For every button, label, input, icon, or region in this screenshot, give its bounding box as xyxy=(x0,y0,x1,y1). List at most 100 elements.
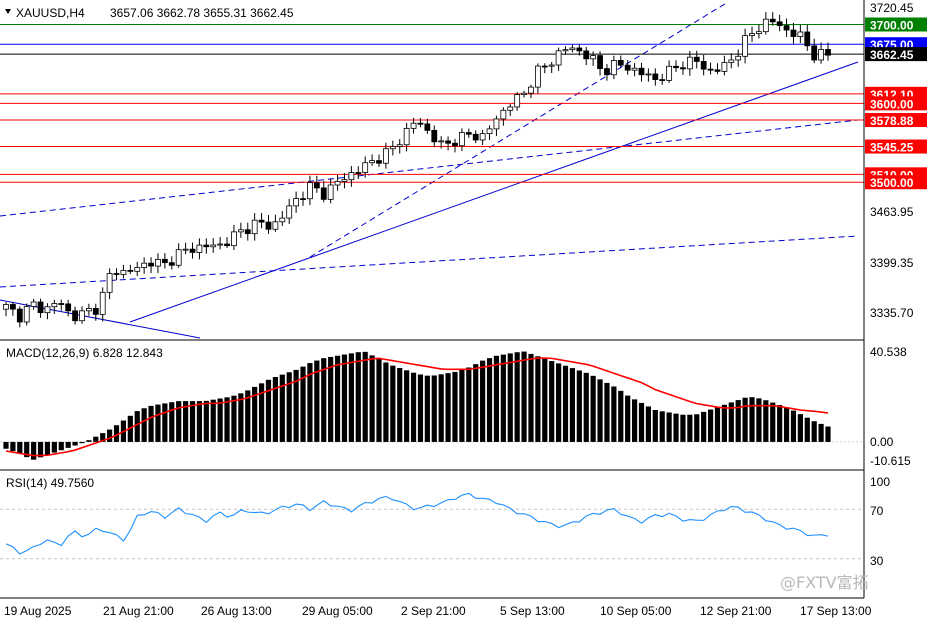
candle-body xyxy=(210,244,217,248)
candle-body xyxy=(472,133,479,141)
macd-bar xyxy=(265,379,272,442)
watermark: @FXTV富拓 xyxy=(780,573,869,592)
candle-body xyxy=(465,132,472,135)
macd-bar xyxy=(562,365,569,442)
candle-body xyxy=(555,50,562,66)
candle-body xyxy=(355,172,362,174)
time-axis: 19 Aug 2025 21 Aug 21:00 26 Aug 13:00 29… xyxy=(4,604,872,618)
candle-body xyxy=(279,217,286,223)
macd-bar xyxy=(107,429,113,442)
macd-bar xyxy=(376,358,382,442)
macd-bar xyxy=(597,379,603,442)
candle-body xyxy=(576,47,583,52)
macd-bar xyxy=(604,382,610,442)
current-price-tag xyxy=(865,47,927,62)
macd-bar xyxy=(58,441,64,451)
macd-bar xyxy=(742,397,748,442)
macd-bar xyxy=(825,426,831,442)
macd-bar xyxy=(631,399,638,442)
macd-bar xyxy=(100,433,106,442)
macd-bar xyxy=(618,390,624,442)
price-tick: 3463.95 xyxy=(870,205,914,219)
trendline-dashed xyxy=(309,1,729,258)
candle-body xyxy=(680,67,686,70)
candle-body xyxy=(224,243,230,247)
macd-bar xyxy=(252,386,258,442)
rsi-tick: 30 xyxy=(870,554,884,568)
candle-body xyxy=(742,35,749,57)
macd-bar xyxy=(369,355,375,442)
macd-bar xyxy=(293,369,299,442)
macd-bar xyxy=(328,356,334,442)
macd-bar xyxy=(286,372,292,442)
macd-bar xyxy=(72,441,78,446)
price-tick: 3335.70 xyxy=(870,306,914,320)
macd-bar xyxy=(638,402,645,442)
macd-pane[interactable] xyxy=(0,351,864,460)
macd-bar xyxy=(556,363,562,442)
level-tag xyxy=(865,17,927,32)
macd-bar xyxy=(307,363,313,442)
macd-bar xyxy=(93,436,99,442)
macd-bar xyxy=(134,411,140,442)
ohlc-values: 3657.06 3662.78 3655.31 3662.45 xyxy=(110,6,294,20)
candle-body xyxy=(445,140,451,144)
candle-body xyxy=(493,118,500,130)
candle-body xyxy=(175,249,182,266)
macd-bar xyxy=(804,417,810,442)
candle-body xyxy=(23,306,30,323)
rsi-pane[interactable] xyxy=(0,492,864,560)
rsi-title: RSI(14) 49.7560 xyxy=(6,476,94,490)
candle-body xyxy=(44,306,51,314)
macd-bar xyxy=(645,406,652,442)
time-label: 5 Sep 13:00 xyxy=(500,604,565,618)
macd-bar xyxy=(728,402,734,442)
candle-body xyxy=(113,273,120,275)
level-tag-label: 3545.25 xyxy=(870,141,914,155)
candle-body xyxy=(300,198,306,201)
macd-bar xyxy=(514,352,520,442)
trendline xyxy=(129,61,859,323)
candle-body xyxy=(597,55,603,69)
macd-bar xyxy=(749,397,755,442)
candle-body xyxy=(217,243,224,246)
candle-body xyxy=(562,49,569,52)
candle-body xyxy=(396,144,403,147)
candle-body xyxy=(30,301,37,307)
candle-body xyxy=(341,179,348,182)
macd-bar xyxy=(238,393,244,442)
candle-body xyxy=(383,148,389,164)
candle-body xyxy=(811,45,818,61)
macd-bar xyxy=(452,371,458,442)
candle-body xyxy=(182,248,189,251)
candle-body xyxy=(673,65,679,69)
level-tag-label: 3578.88 xyxy=(870,114,914,128)
macd-bar xyxy=(528,353,534,442)
candle-body xyxy=(251,219,258,235)
candle-body xyxy=(790,29,797,37)
macd-bar xyxy=(473,364,479,442)
current-price-label: 3662.45 xyxy=(870,48,914,62)
candle-body xyxy=(707,68,714,71)
candle-body xyxy=(79,310,85,322)
candle-body xyxy=(541,65,548,68)
rsi-tick: 100 xyxy=(870,475,890,489)
dropdown-triangle-icon[interactable] xyxy=(5,9,11,14)
macd-bar xyxy=(162,403,168,442)
macd-tick: 0.00 xyxy=(870,435,894,449)
candle-body xyxy=(99,291,106,315)
price-pane[interactable] xyxy=(0,0,864,340)
macd-bar xyxy=(417,374,424,442)
trendline-dashed xyxy=(0,235,859,288)
level-tag-label: 3500.00 xyxy=(870,176,914,190)
level-tags: 3700.003675.003612.103600.003578.883545.… xyxy=(865,17,927,190)
macd-bar xyxy=(659,411,665,442)
candle-body xyxy=(617,60,624,66)
rsi-tick: 70 xyxy=(870,504,884,518)
macd-bar xyxy=(797,414,803,442)
candle-body xyxy=(521,92,527,95)
symbol-label: XAUUSD,H4 xyxy=(16,6,85,20)
candle-body xyxy=(590,55,597,60)
macd-bar xyxy=(272,376,278,442)
